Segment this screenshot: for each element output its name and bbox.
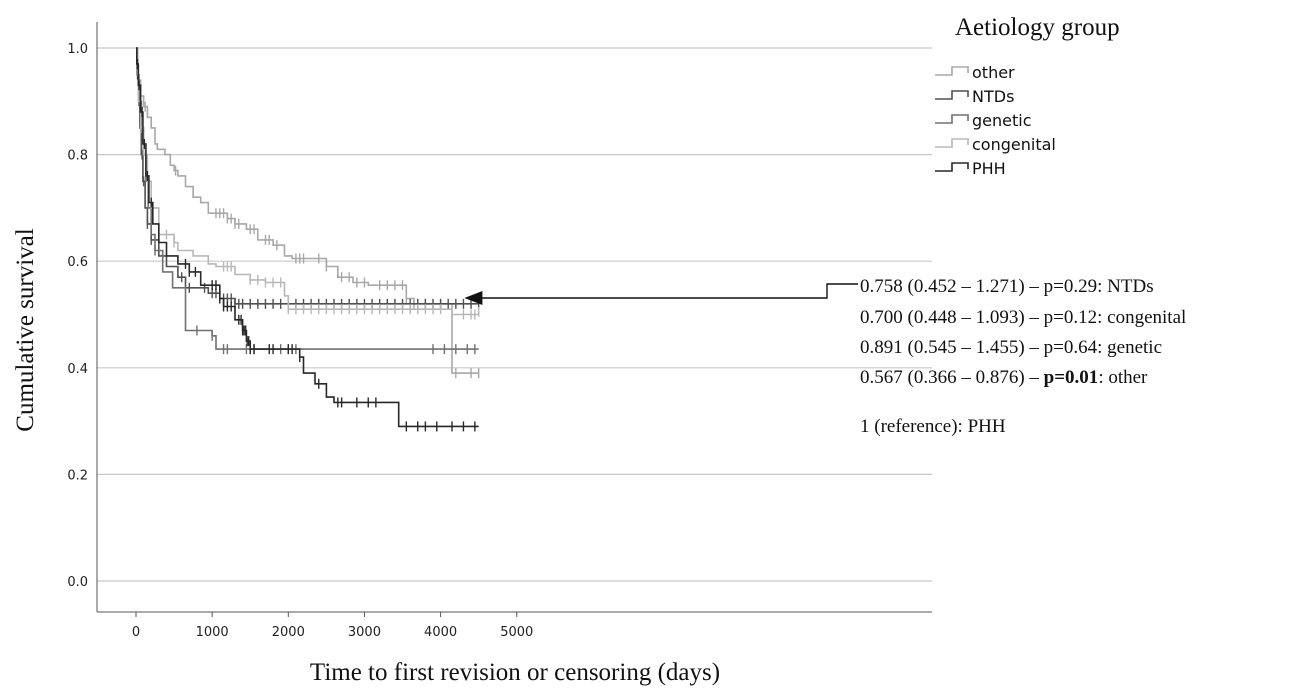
- series-congenital: [136, 47, 480, 320]
- legend-label: genetic: [972, 111, 1032, 130]
- legend-label: congenital: [972, 135, 1056, 154]
- hazard-ratio-3: 0.567 (0.366 – 0.876) – p=0.01: other: [860, 367, 1148, 388]
- hazard-ratio-1: 0.700 (0.448 – 1.093) – p=0.12: congenit…: [860, 307, 1186, 328]
- legend-label: NTDs: [972, 87, 1014, 106]
- survival-line-congenital: [136, 47, 480, 316]
- survival-curves: [136, 47, 480, 432]
- legend-swatch: [935, 162, 969, 172]
- survival-line-PHH: [136, 47, 479, 428]
- tick-labels: 0.0 0.2 0.4 0.6 0.8 1.0 0 1000 2000 3000 4000 5000: [67, 42, 533, 640]
- hazard-ratio-4: 1 (reference): PHH: [860, 416, 1006, 437]
- legend-item-other: other: [935, 63, 1015, 82]
- series-NTDs: [136, 47, 480, 309]
- survival-line-NTDs: [136, 47, 479, 305]
- gridlines: [97, 47, 932, 582]
- legend-swatch: [935, 66, 969, 76]
- legend-item-congenital: congenital: [935, 135, 1056, 154]
- legend-label: PHH: [972, 159, 1006, 178]
- legend: Aetiology group other NTDs genetic congenit…: [935, 14, 1120, 178]
- x-axis-title: Time to first revision or censoring (day…: [310, 659, 720, 686]
- x-tick-label: 1000: [196, 625, 229, 640]
- y-tick-label: 0.6: [67, 255, 88, 270]
- x-tick-label: 0: [132, 625, 140, 640]
- hazard-ratio-2: 0.891 (0.545 – 1.455) – p=0.64: genetic: [860, 337, 1162, 358]
- x-tick-label: 3000: [348, 625, 381, 640]
- survival-line-other: [136, 47, 479, 374]
- axes: [96, 22, 932, 617]
- y-tick-label: 0.2: [67, 468, 88, 483]
- y-tick-label: 1.0: [67, 42, 88, 57]
- series-other: [136, 47, 480, 379]
- y-tick-label: 0.4: [67, 362, 88, 377]
- x-tick-label: 5000: [500, 625, 533, 640]
- x-tick-label: 2000: [272, 625, 305, 640]
- legend-label: other: [972, 63, 1015, 82]
- legend-swatch: [935, 90, 969, 100]
- legend-swatch: [935, 138, 969, 148]
- x-tick-label: 4000: [424, 625, 457, 640]
- legend-swatch: [935, 114, 969, 124]
- annotation-arrow-line: [476, 283, 858, 299]
- legend-item-PHH: PHH: [935, 159, 1006, 178]
- legend-title: Aetiology group: [955, 14, 1120, 41]
- hazard-ratio-annotations: 0.758 (0.452 – 1.271) – p=0.29: NTDs 0.70…: [464, 276, 1186, 437]
- series-PHH: [136, 47, 479, 432]
- y-tick-label: 0.0: [67, 575, 88, 590]
- y-axis-title: Cumulative survival: [12, 228, 39, 431]
- series-genetic: [136, 47, 479, 355]
- legend-item-NTDs: NTDs: [935, 87, 1014, 106]
- legend-item-genetic: genetic: [935, 111, 1032, 130]
- hazard-ratio-0: 0.758 (0.452 – 1.271) – p=0.29: NTDs: [860, 276, 1154, 297]
- y-tick-label: 0.8: [67, 149, 88, 164]
- annotation-arrow-head: [464, 291, 483, 305]
